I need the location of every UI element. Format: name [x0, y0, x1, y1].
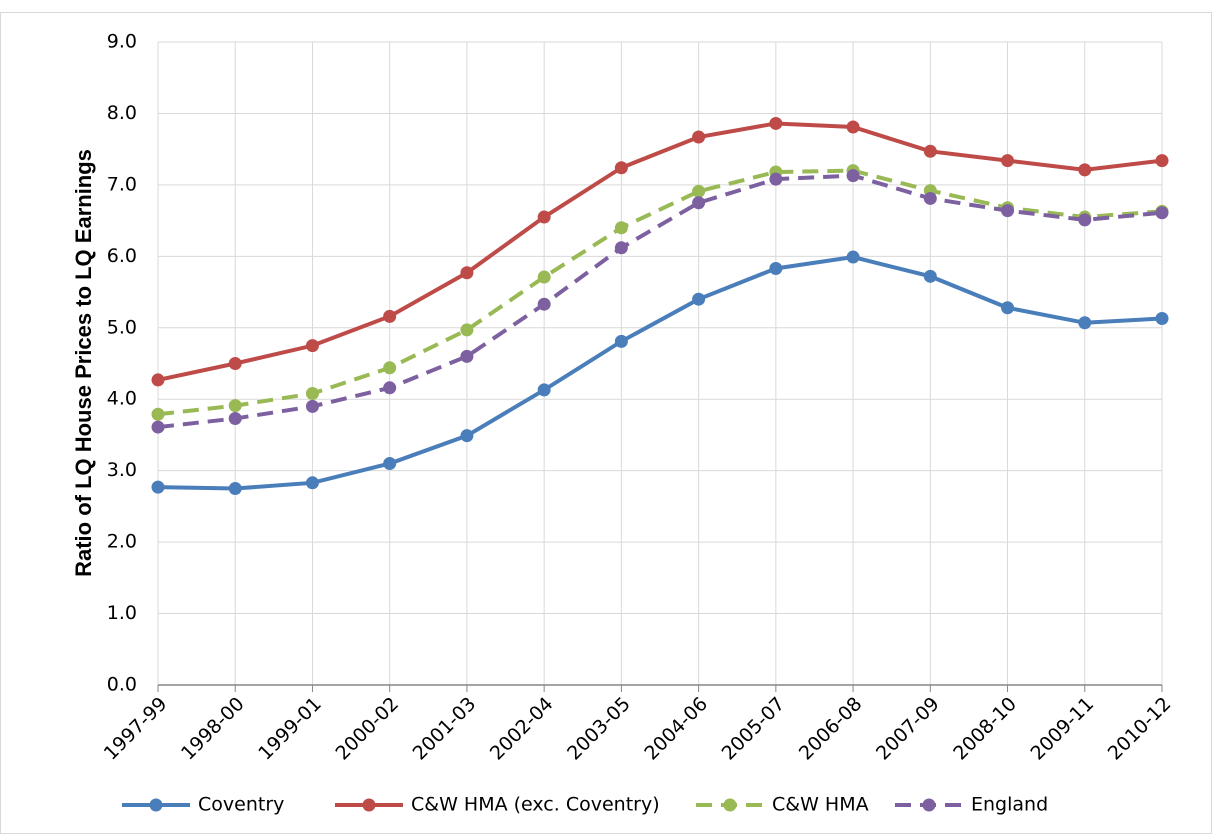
data-point: [537, 383, 551, 397]
data-point: [383, 361, 397, 375]
legend-label: C&W HMA: [772, 794, 869, 816]
data-point: [769, 116, 783, 130]
data-point: [846, 250, 860, 264]
data-point: [151, 407, 165, 421]
data-point: [228, 357, 242, 370]
x-tick-label: 2006-08: [795, 693, 867, 765]
data-point: [692, 130, 706, 144]
legend-marker: [149, 798, 163, 812]
y-tick-label: 5.0: [107, 316, 137, 338]
data-point: [692, 184, 706, 198]
data-point: [228, 412, 242, 426]
data-point: [846, 169, 860, 183]
x-tick-label: 2000-02: [331, 693, 403, 765]
data-point: [151, 480, 165, 494]
data-point: [692, 196, 706, 210]
y-tick-label: 3.0: [107, 459, 137, 481]
y-tick-label: 2.0: [107, 531, 137, 553]
data-point: [305, 399, 319, 413]
data-point: [1001, 301, 1015, 315]
legend-marker: [362, 798, 376, 812]
data-point: [1001, 204, 1015, 218]
y-tick-label: 0.0: [107, 674, 137, 696]
data-point: [614, 334, 628, 348]
x-tick-label: 2010-12: [1104, 693, 1176, 765]
legend-marker: [922, 798, 936, 812]
data-point: [305, 339, 319, 353]
data-point: [460, 429, 474, 443]
data-point: [151, 420, 165, 434]
data-point: [537, 210, 551, 224]
data-point: [228, 399, 242, 413]
legend-marker: [723, 798, 737, 812]
data-point: [383, 457, 397, 471]
x-tick-label: 2004-06: [640, 693, 712, 765]
data-point: [692, 292, 706, 306]
x-tick-label: 1999-01: [254, 693, 326, 765]
data-point: [923, 144, 937, 158]
series-line: [157, 173, 1163, 430]
data-point: [460, 349, 474, 363]
data-point: [537, 270, 551, 284]
data-point: [383, 309, 397, 323]
y-tick-label: 4.0: [107, 388, 137, 410]
data-point: [460, 323, 474, 337]
data-point: [305, 476, 319, 490]
legend-label: England: [971, 794, 1048, 816]
x-tick-label: 1998-00: [177, 693, 249, 765]
y-tick-label: 9.0: [107, 31, 137, 53]
data-point: [305, 387, 319, 401]
data-point: [769, 261, 783, 275]
data-point: [923, 269, 937, 283]
x-tick-label: 2007-09: [872, 693, 944, 765]
data-point: [614, 241, 628, 255]
series-line: [157, 168, 1163, 417]
series-line: [157, 255, 1163, 491]
data-point: [769, 172, 783, 186]
legend-label: C&W HMA (exc. Coventry): [411, 794, 660, 816]
data-point: [460, 266, 474, 280]
data-point: [537, 297, 551, 311]
data-point: [614, 221, 628, 235]
data-point: [1001, 154, 1015, 168]
x-tick-label: 2009-11: [1026, 693, 1098, 765]
y-tick-label: 1.0: [107, 602, 137, 624]
data-point: [923, 191, 937, 205]
x-tick-label: 2005-07: [718, 693, 790, 765]
data-point: [1155, 206, 1169, 220]
x-tick-label: 2001-03: [409, 693, 481, 765]
legend-label: Coventry: [198, 794, 284, 816]
x-tick-label: 2008-10: [949, 693, 1021, 765]
x-tick-label: 2002-04: [486, 693, 558, 765]
data-point: [1155, 311, 1169, 325]
data-point: [846, 120, 860, 134]
data-point: [1078, 163, 1092, 177]
y-tick-label: 7.0: [107, 173, 137, 195]
data-point: [151, 373, 165, 387]
x-tick-label: 2003-05: [563, 693, 635, 765]
data-point: [1078, 213, 1092, 227]
y-tick-label: 6.0: [107, 245, 137, 267]
data-point: [614, 161, 628, 175]
data-point: [228, 482, 242, 496]
x-tick-label: 1997-99: [100, 693, 172, 765]
data-point: [383, 381, 397, 395]
data-point: [1155, 154, 1169, 168]
data-point: [1078, 316, 1092, 330]
y-axis-title: Ratio of LQ House Prices to LQ Earnings: [71, 149, 96, 577]
y-tick-label: 8.0: [107, 102, 137, 124]
series-line: [157, 121, 1163, 382]
